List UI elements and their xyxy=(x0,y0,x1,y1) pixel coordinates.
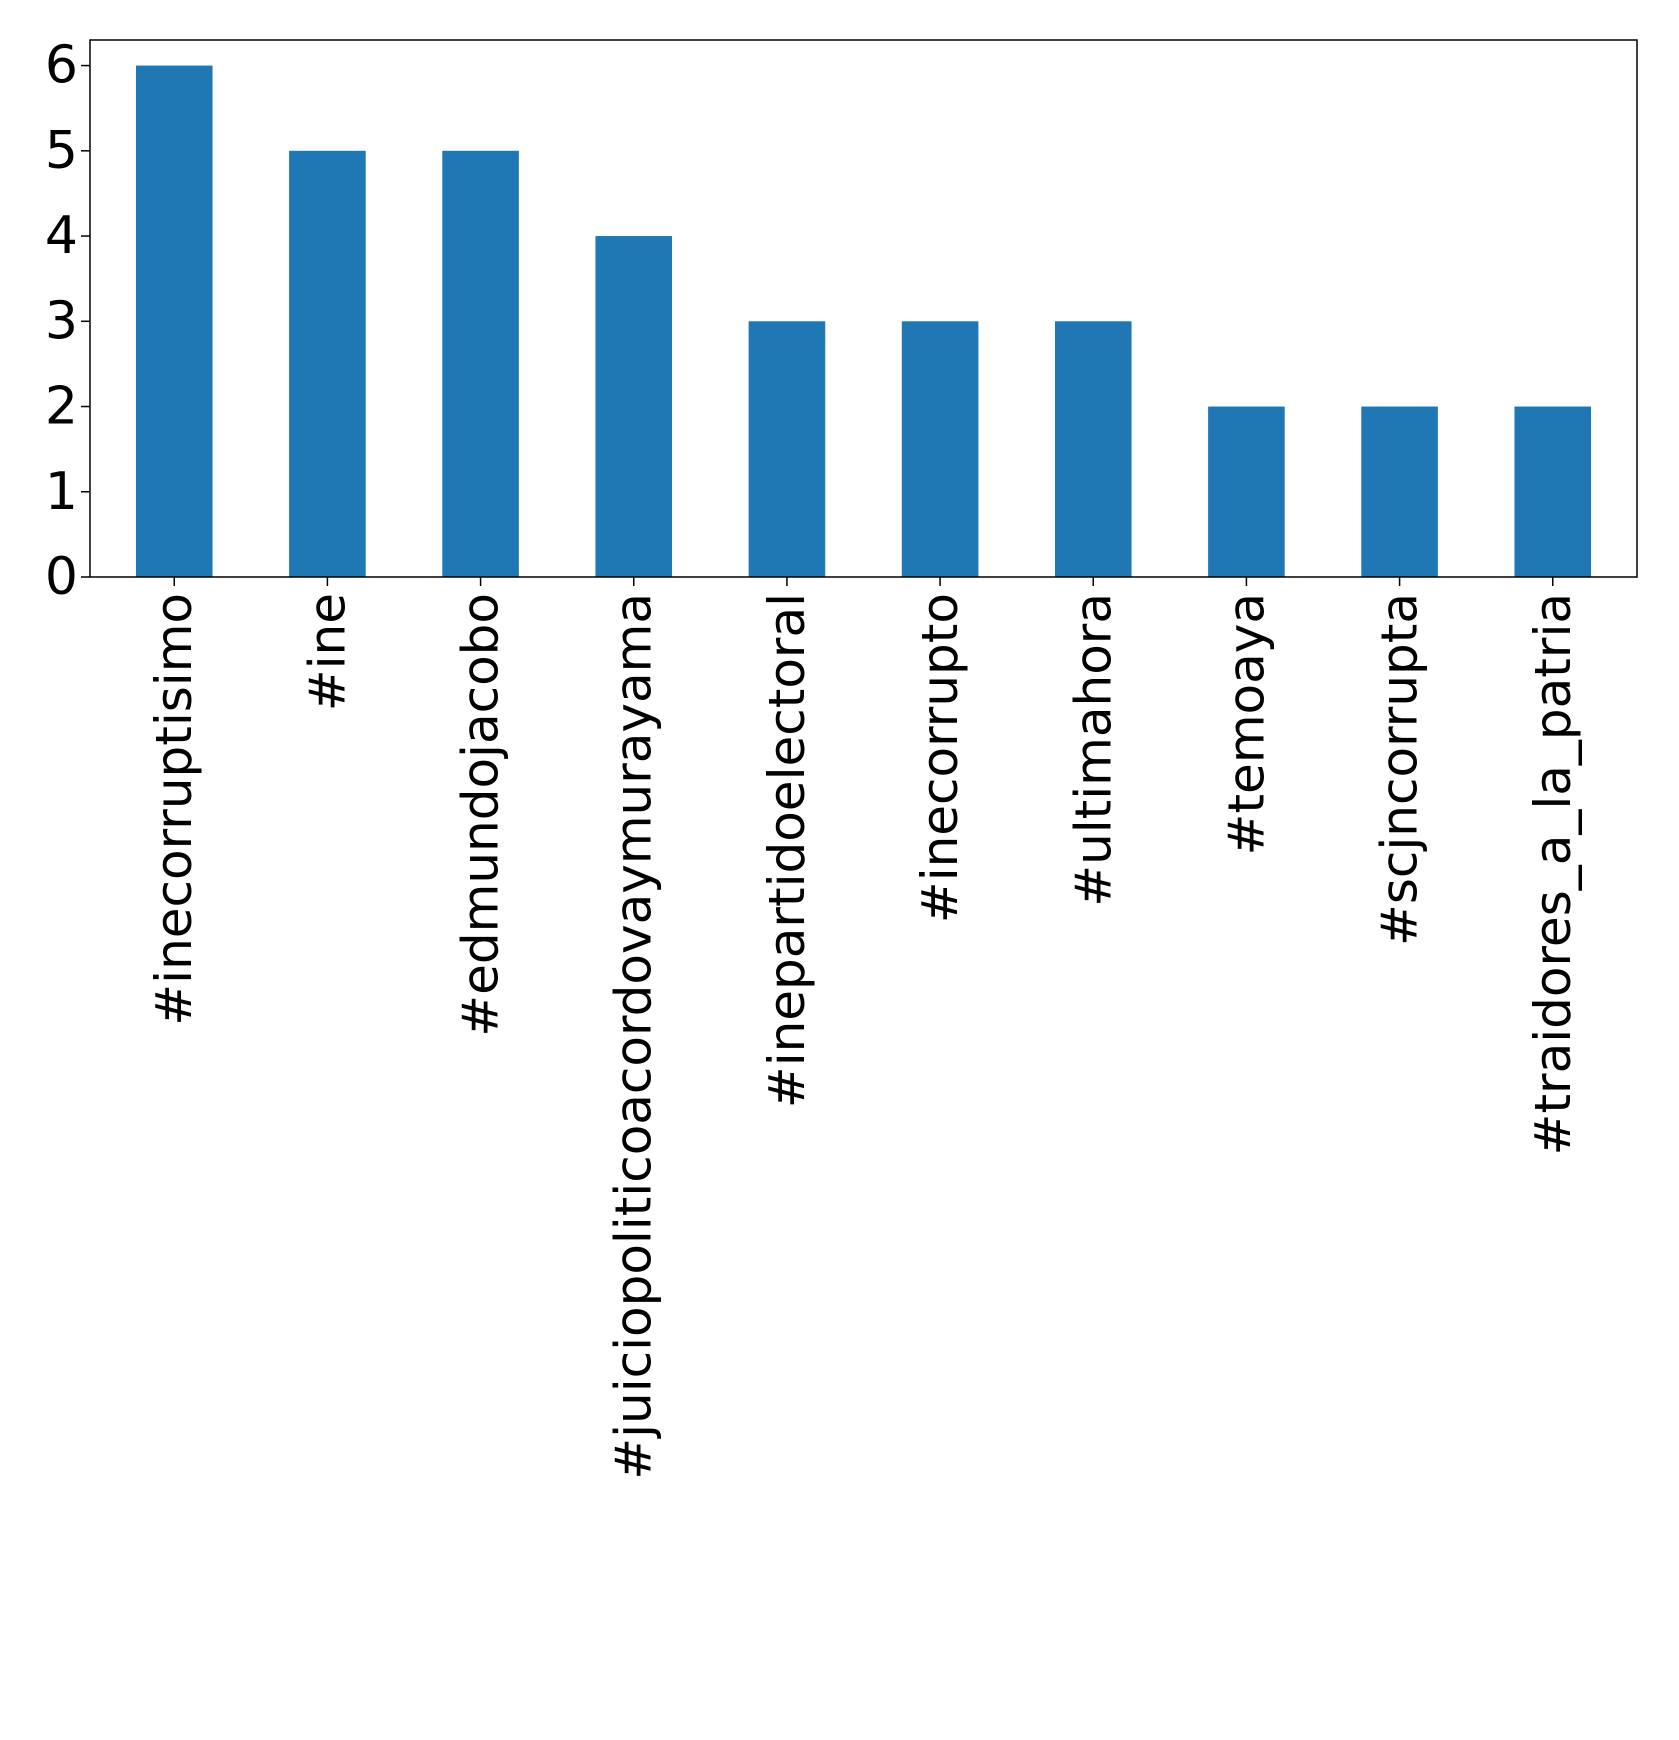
bar xyxy=(1361,406,1438,577)
x-tick-label: #inecorruptisimo xyxy=(145,593,203,1026)
x-tick-label: #temoaya xyxy=(1217,593,1275,855)
y-tick-label: 0 xyxy=(45,547,78,607)
bar xyxy=(1208,406,1285,577)
y-tick-label: 2 xyxy=(45,377,78,437)
bar xyxy=(1054,321,1132,577)
x-tick-label: #juiciopoliticoacordovaymurayama xyxy=(605,593,663,1480)
y-tick-label: 3 xyxy=(45,291,78,351)
bar xyxy=(1514,406,1592,577)
bar xyxy=(748,321,826,577)
bar xyxy=(442,150,519,578)
y-tick-label: 5 xyxy=(45,121,78,181)
bar xyxy=(595,236,673,578)
x-tick-label: #traidores_a_la_patria xyxy=(1524,593,1582,1155)
bar xyxy=(135,65,213,578)
bars xyxy=(135,65,1592,578)
plot-frame xyxy=(89,39,1638,578)
x-tick-label: #scjncorrupta xyxy=(1371,593,1429,946)
x-tick-label: #edmundojacobo xyxy=(452,593,510,1037)
y-axis: 0 1 2 3 4 5 6 xyxy=(45,36,90,607)
bar xyxy=(901,321,979,577)
x-tick-label: #inecorrupto xyxy=(911,593,969,923)
x-tick-label: #inepartidoelectoral xyxy=(758,593,816,1108)
bar xyxy=(289,150,366,578)
y-tick-label: 6 xyxy=(45,36,78,96)
y-tick-label: 4 xyxy=(45,206,78,266)
x-axis: #inecorruptisimo #ine #edmundojacobo #juici… xyxy=(145,577,1582,1480)
x-tick-label: #ultimahora xyxy=(1064,593,1122,907)
x-tick-label: #ine xyxy=(298,593,356,711)
y-tick-label: 1 xyxy=(45,462,78,522)
